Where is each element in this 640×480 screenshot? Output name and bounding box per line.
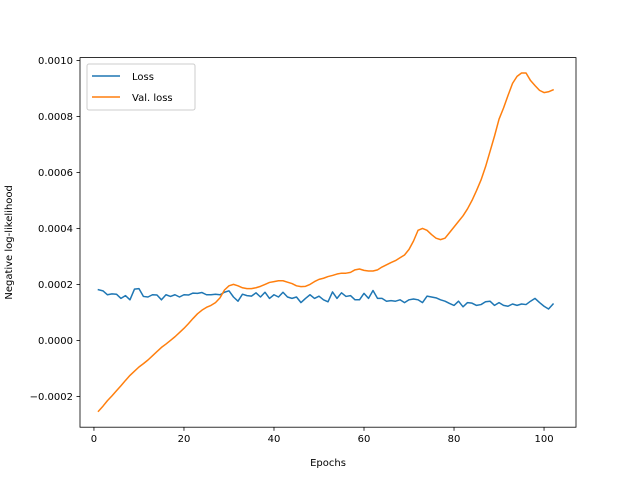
x-tick-label: 0 <box>91 434 97 445</box>
x-tick-label: 80 <box>448 434 461 445</box>
x-axis-label: Epochs <box>310 458 346 469</box>
y-tick-label: 0.0004 <box>38 224 73 235</box>
legend-label-loss: Loss <box>132 72 154 83</box>
x-tick-label: 60 <box>358 434 371 445</box>
plot-frame <box>79 57 577 428</box>
legend: Loss Val. loss <box>86 63 196 111</box>
x-tick-label: 40 <box>268 434 281 445</box>
legend-label-val-loss: Val. loss <box>132 93 173 104</box>
y-tick-label: 0.0010 <box>38 56 73 67</box>
series-lines <box>97 72 555 413</box>
x-axis-ticks: 0 20 40 60 80 100 <box>91 427 554 445</box>
y-tick-label: 0.0006 <box>38 168 73 179</box>
x-tick-label: 20 <box>178 434 191 445</box>
y-axis-label: Negative log-likelihood <box>4 185 15 300</box>
y-tick-label: 0.0000 <box>38 336 73 347</box>
x-tick-label: 100 <box>534 434 553 445</box>
y-axis-ticks: −0.0002 0.0000 0.0002 0.0004 0.0006 0.0008 0.0… <box>30 56 80 403</box>
y-tick-label: 0.0008 <box>38 112 73 123</box>
y-tick-label: 0.0002 <box>38 280 73 291</box>
y-tick-label: −0.0002 <box>30 392 73 403</box>
val-loss-series-line <box>97 72 555 413</box>
loss-series-line <box>97 287 555 310</box>
